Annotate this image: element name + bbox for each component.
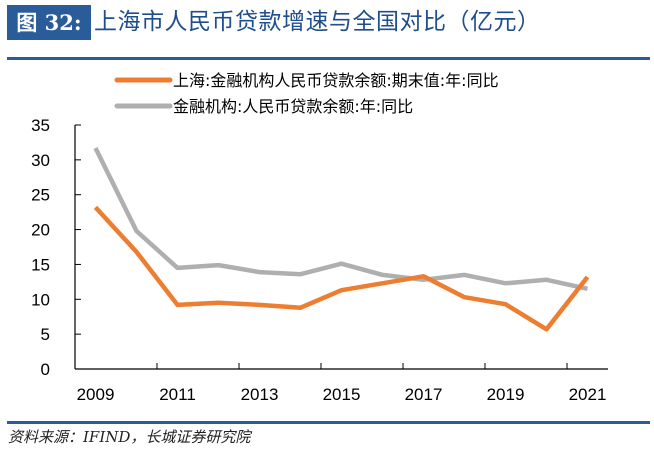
series-line-shanghai [93,205,590,332]
x-tick-label: 2011 [159,385,196,404]
x-tick-label: 2009 [77,385,115,404]
chart-title: 上海市人民币贷款增速与全国对比（亿元） [94,9,541,35]
y-tick-label: 20 [31,221,50,240]
line-chart: 上海:金融机构人民币贷款余额:期末值:年:同比金融机构:人民币贷款余额:年:同比… [31,71,608,404]
y-tick-label: 35 [31,116,50,135]
series-group [93,147,590,332]
x-tick-label: 2021 [569,385,607,404]
y-tick-label: 10 [31,290,50,309]
figure-label: 图 32: [7,5,91,40]
x-tick-label: 2015 [323,385,361,404]
legend-label-1: 金融机构:人民币贷款余额:年:同比 [173,97,413,116]
series-line-national [93,147,588,291]
header-divider [7,57,650,60]
source-note: 资料来源：IFIND，长城证券研究院 [8,428,251,446]
footer-divider [7,421,650,424]
y-tick-label: 0 [41,360,50,379]
x-tick-label: 2017 [405,385,443,404]
y-tick-label: 15 [31,255,50,274]
legend-label-0: 上海:金融机构人民币贷款余额:期末值:年:同比 [173,71,499,90]
x-tick-label: 2019 [487,385,525,404]
y-tick-label: 30 [31,151,50,170]
y-tick-label: 25 [31,186,50,205]
x-tick-label: 2013 [241,385,279,404]
axes: 0 5 10 15 20 25 30 35 2009 2011 2013 2015 2017 2019 20… [31,116,608,404]
y-tick-label: 5 [41,325,50,344]
